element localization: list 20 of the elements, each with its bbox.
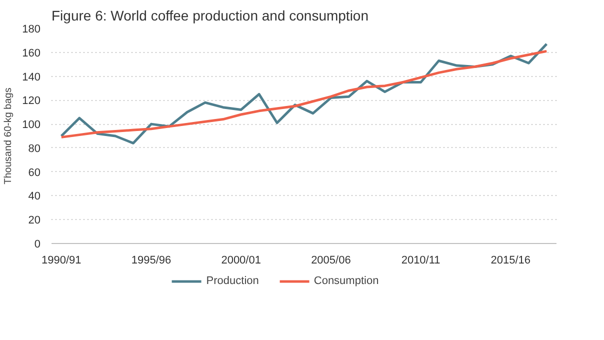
- y-tick-label: 0: [34, 238, 41, 250]
- x-tick-label: 2005/06: [311, 254, 351, 266]
- chart-title: Figure 6: World coffee production and consumption: [52, 8, 369, 24]
- x-tick-label: 2010/11: [401, 254, 440, 266]
- x-tick-label: 2015/16: [490, 254, 531, 266]
- y-tick-label: 120: [22, 95, 41, 108]
- y-axis-title: Thousand 60-kg bags: [3, 88, 14, 184]
- y-tick-label: 60: [28, 166, 41, 179]
- y-tick-label: 80: [28, 142, 41, 155]
- x-tick-label: 1990/91: [42, 254, 82, 266]
- legend-label: Production: [206, 275, 259, 287]
- x-tick-label: 2000/01: [221, 254, 261, 266]
- y-tick-label: 180: [22, 24, 41, 36]
- x-tick-label: 1995/96: [131, 254, 172, 266]
- y-tick-label: 20: [28, 214, 41, 227]
- y-tick-label: 160: [22, 47, 41, 60]
- legend-label: Consumption: [314, 275, 379, 287]
- y-tick-label: 40: [28, 190, 41, 203]
- y-tick-label: 140: [22, 71, 41, 84]
- y-tick-label: 100: [22, 119, 41, 132]
